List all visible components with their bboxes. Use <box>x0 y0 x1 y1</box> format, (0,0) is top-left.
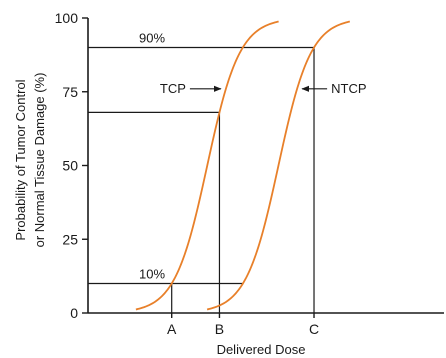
reference-lines: 90% 10% <box>88 31 315 313</box>
y-tick-label: 25 <box>62 231 78 247</box>
y-axis-label-line1: Probability of Tumor Control <box>13 79 28 240</box>
y-axis-label-line2: or Normal Tissue Damage (%) <box>32 73 47 248</box>
reference-label-90: 90% <box>139 31 165 46</box>
y-tick-label: 0 <box>70 305 78 321</box>
x-tick-label: B <box>215 321 224 337</box>
y-axis-ticks: 0 25 50 75 100 <box>55 10 88 321</box>
x-tick-label: C <box>309 321 319 337</box>
ntcp-curve <box>206 20 351 311</box>
y-tick-label: 75 <box>62 84 78 100</box>
x-axis-label: Delivered Dose <box>217 342 306 357</box>
x-axis-ticks: A B C <box>167 313 319 337</box>
curve-label-ntcp: NTCP <box>331 81 366 96</box>
curve-label-tcp: TCP <box>160 81 186 96</box>
x-tick-label: A <box>167 321 177 337</box>
tcp-curve <box>135 20 279 311</box>
y-tick-label: 100 <box>55 10 79 26</box>
annotations: TCP NTCP <box>160 81 367 96</box>
reference-label-10: 10% <box>139 267 165 282</box>
curves <box>135 20 351 311</box>
y-tick-label: 50 <box>62 158 78 174</box>
